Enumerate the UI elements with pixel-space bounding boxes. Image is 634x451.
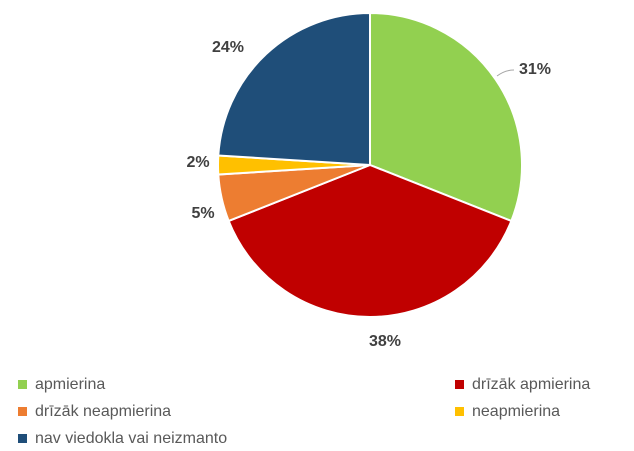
data-label: 31% [519, 61, 551, 78]
data-label: 38% [369, 333, 401, 350]
leader-line [496, 69, 515, 77]
legend-label: drīzāk apmierina [472, 376, 590, 393]
legend-label: drīzāk neapmierina [35, 403, 171, 420]
data-label: 5% [191, 205, 214, 222]
legend-swatch [18, 407, 27, 416]
data-label: 2% [186, 154, 209, 171]
legend-swatch [455, 380, 464, 389]
pie-slice [369, 11, 523, 223]
data-label: 24% [212, 39, 244, 56]
legend-label: nav viedokla vai neizmanto [35, 430, 227, 447]
legend-label: neapmierina [472, 403, 560, 420]
pie-slice [217, 11, 371, 167]
legend-swatch [18, 434, 27, 443]
legend-swatch [455, 407, 464, 416]
legend-label: apmierina [35, 376, 105, 393]
pie-slice [227, 163, 513, 318]
legend-swatch [18, 380, 27, 389]
